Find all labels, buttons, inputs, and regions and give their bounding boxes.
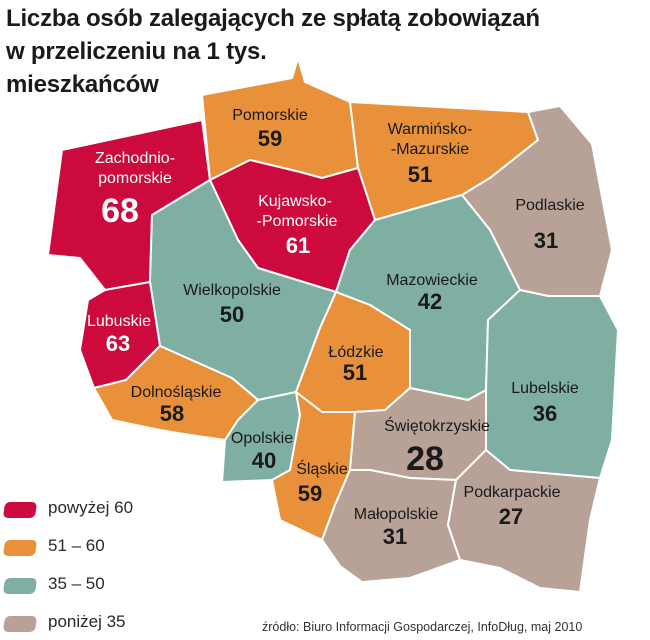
region-value-malopolskie: 31 (383, 524, 407, 549)
region-value-slaskie: 59 (298, 481, 322, 506)
label-wielkopolskie: Wielkopolskie 50 (183, 282, 281, 327)
region-value-opolskie: 40 (252, 448, 276, 473)
label-malopolskie: Małopolskie 31 (354, 506, 439, 549)
region-name-warminsko-1: Warmińsko- (388, 121, 473, 138)
region-name-malopolskie: Małopolskie (354, 506, 439, 523)
region-name-kujawsko-2: -Pomorskie (257, 213, 338, 230)
title-line-3: mieszkańców (6, 71, 159, 98)
label-slaskie: Śląskie 59 (296, 459, 348, 506)
label-mazowieckie: Mazowieckie 42 (386, 272, 478, 314)
region-value-lodzkie: 51 (343, 360, 367, 385)
region-value-wielkopolskie: 50 (220, 302, 244, 327)
region-value-warminsko: 51 (408, 162, 432, 187)
label-dolnoslaskie: Dolnośląskie 58 (131, 384, 222, 426)
legend-item-below-35: poniżej 35 (2, 610, 204, 640)
label-swietokrzyskie: Świętokrzyskie 28 (384, 416, 490, 478)
label-kujawsko: Kujawsko- -Pomorskie 61 (257, 193, 338, 258)
region-name-lodzkie: Łódzkie (328, 344, 383, 361)
legend-label: 51 – 60 (48, 536, 105, 555)
legend-label: 35 – 50 (48, 574, 105, 593)
region-name-mazowieckie: Mazowieckie (386, 272, 478, 289)
legend-item-51-60: 51 – 60 (2, 534, 204, 572)
region-name-zachodniopomorskie-1: Zachodnio- (95, 150, 175, 167)
legend-item-35-50: 35 – 50 (2, 572, 204, 610)
region-name-kujawsko-1: Kujawsko- (258, 193, 332, 210)
region-value-swietokrzyskie: 28 (406, 440, 444, 478)
region-name-opolskie: Opolskie (231, 430, 293, 447)
label-podlaskie: Podlaskie 31 (515, 197, 584, 253)
region-name-warminsko-2: -Mazurskie (391, 141, 469, 158)
title-line-1: Liczba osób zalegających ze spłatą zobow… (6, 5, 540, 32)
region-podkarpackie[interactable] (447, 449, 601, 593)
map-title: Liczba osób zalegających ze spłatą zobow… (6, 2, 606, 101)
region-value-dolnoslaskie: 58 (160, 401, 184, 426)
region-value-zachodniopomorskie: 68 (101, 192, 139, 230)
region-value-lubelskie: 36 (533, 401, 557, 426)
region-value-pomorskie: 59 (258, 126, 282, 151)
region-name-slaskie: Śląskie (296, 459, 348, 478)
legend-label: powyżej 60 (48, 498, 134, 517)
legend-swatch (2, 616, 38, 632)
region-value-kujawsko: 61 (286, 233, 310, 258)
label-opolskie: Opolskie 40 (231, 430, 293, 473)
label-lubuskie: Lubuskie 63 (87, 313, 151, 356)
region-name-wielkopolskie: Wielkopolskie (183, 282, 281, 299)
region-name-podlaskie: Podlaskie (515, 197, 584, 214)
label-zachodniopomorskie: Zachodnio- pomorskie 68 (95, 150, 175, 230)
label-warminsko: Warmińsko- -Mazurskie 51 (388, 121, 473, 187)
map-legend: powyżej 60 51 – 60 35 – 50 poniżej 35 (2, 496, 204, 640)
region-name-podkarpackie: Podkarpackie (464, 484, 561, 501)
region-name-lubuskie: Lubuskie (87, 313, 151, 330)
source-note: źródło: Biuro Informacji Gospodarczej, I… (262, 620, 583, 634)
region-value-podkarpackie: 27 (499, 504, 523, 529)
legend-swatch (2, 540, 38, 556)
legend-item-above-60: powyżej 60 (2, 496, 204, 534)
region-name-pomorskie: Pomorskie (232, 107, 308, 124)
region-name-zachodniopomorskie-2: pomorskie (98, 170, 172, 187)
region-value-mazowieckie: 42 (418, 289, 442, 314)
legend-swatch (2, 502, 38, 518)
label-pomorskie: Pomorskie 59 (232, 107, 308, 151)
label-lubelskie: Lubelskie 36 (511, 380, 579, 426)
label-lodzkie: Łódzkie 51 (328, 344, 383, 385)
region-value-lubuskie: 63 (106, 331, 130, 356)
legend-label: poniżej 35 (48, 612, 126, 631)
legend-swatch (2, 578, 38, 594)
region-malopolskie[interactable] (321, 469, 461, 583)
label-podkarpackie: Podkarpackie 27 (464, 484, 561, 529)
region-name-swietokrzyskie: Świętokrzyskie (384, 416, 490, 435)
region-value-podlaskie: 31 (534, 228, 558, 253)
region-name-lubelskie: Lubelskie (511, 380, 579, 397)
title-line-2: w przeliczeniu na 1 tys. (6, 38, 267, 65)
region-name-dolnoslaskie: Dolnośląskie (131, 384, 222, 401)
